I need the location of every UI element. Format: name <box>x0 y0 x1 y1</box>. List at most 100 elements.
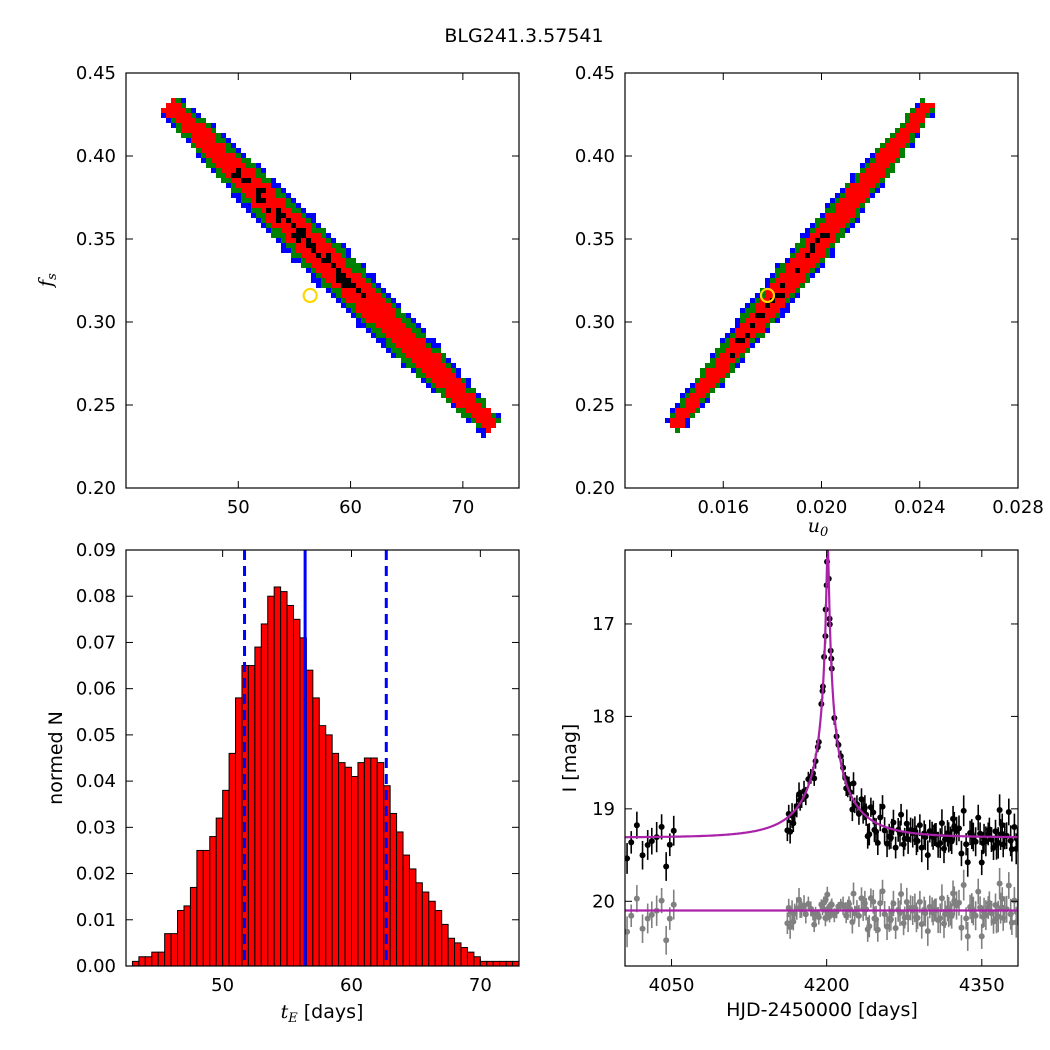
heatmap-cell <box>241 178 246 183</box>
heatmap-cell <box>725 368 730 373</box>
heatmap-cell <box>461 388 466 393</box>
heatmap-cell <box>361 313 366 318</box>
heatmap-cell <box>780 298 785 303</box>
heatmap-cell <box>316 253 321 258</box>
heatmap-cell <box>331 283 336 288</box>
heatmap-cell <box>491 423 496 428</box>
heatmap-cell <box>386 313 391 318</box>
heatmap-cell <box>830 248 835 253</box>
heatmap-cell <box>346 303 351 308</box>
heatmap-cell <box>451 403 456 408</box>
heatmap-cell <box>855 213 860 218</box>
heatmap-cell <box>830 228 835 233</box>
heatmap-cell <box>451 393 456 398</box>
heatmap-cell <box>206 163 211 168</box>
heatmap-cell <box>745 308 750 313</box>
heatmap-cell <box>431 373 436 378</box>
heatmap-cell <box>301 233 306 238</box>
heatmap-cell <box>735 323 740 328</box>
residual-point <box>870 898 877 905</box>
heatmap-cell <box>421 373 426 378</box>
heatmap-cell <box>381 318 386 323</box>
heatmap-cell <box>356 298 361 303</box>
heatmap-cell <box>411 318 416 323</box>
heatmap-cell <box>730 348 735 353</box>
heatmap-cell <box>426 363 431 368</box>
heatmap-cell <box>800 263 805 268</box>
heatmap-cell <box>271 233 276 238</box>
heatmap-cell <box>780 278 785 283</box>
heatmap-cell <box>860 193 865 198</box>
heatmap-cell <box>785 298 790 303</box>
residual-point <box>802 911 809 918</box>
heatmap-cell <box>236 148 241 153</box>
heatmap-cell <box>191 108 196 113</box>
heatmap-cell <box>800 243 805 248</box>
histogram-bar <box>280 591 288 967</box>
heatmap-cell <box>865 193 870 198</box>
histogram-bar <box>247 665 256 967</box>
y-tick-label: 0.45 <box>575 63 615 84</box>
heatmap-cell <box>860 203 865 208</box>
heatmap-cell <box>725 348 730 353</box>
heatmap-cell <box>451 368 456 373</box>
heatmap-cell <box>211 128 216 133</box>
heatmap-cell <box>231 183 236 188</box>
heatmap-cell <box>850 223 855 228</box>
heatmap-cell <box>376 293 381 298</box>
heatmap-cell <box>331 273 336 278</box>
y-tick-label: 17 <box>592 614 615 635</box>
heatmap-cell <box>266 198 271 203</box>
heatmap-cell <box>281 213 286 218</box>
heatmap-cell <box>790 248 795 253</box>
heatmap-cell <box>910 113 915 118</box>
heatmap-cell <box>780 283 785 288</box>
heatmap-cell <box>361 278 366 283</box>
heatmap-cell <box>241 198 246 203</box>
heatmap-cell <box>351 293 356 298</box>
heatmap-cell <box>206 143 211 148</box>
heatmap-cell <box>346 273 351 278</box>
heatmap-cell <box>276 208 281 213</box>
residual-point <box>1011 897 1018 904</box>
heatmap-cell <box>386 333 391 338</box>
heatmap-cell <box>326 263 331 268</box>
heatmap-cell <box>755 313 760 318</box>
heatmap-cell <box>880 143 885 148</box>
data-point <box>658 823 665 830</box>
heatmap-cell <box>236 168 241 173</box>
heatmap-cell <box>251 198 256 203</box>
heatmap-cell <box>416 348 421 353</box>
heatmap-cell <box>236 183 241 188</box>
heatmap-cell <box>855 198 860 203</box>
heatmap-cell <box>815 238 820 243</box>
heatmap-cell <box>870 188 875 193</box>
heatmap-cell <box>221 163 226 168</box>
data-point <box>870 809 877 816</box>
heatmap-cell <box>451 378 456 383</box>
axis-ticks: 4050 4200 4350 17 18 19 20 <box>592 550 1018 996</box>
heatmap-cell <box>421 358 426 363</box>
heatmap-cell <box>695 378 700 383</box>
heatmap-cell <box>306 243 311 248</box>
heatmap-cell <box>231 173 236 178</box>
heatmap-cell <box>920 118 925 123</box>
heatmap-cell <box>401 348 406 353</box>
heatmap-cell <box>740 308 745 313</box>
heatmap-cell <box>406 358 411 363</box>
heatmap-cell <box>805 228 810 233</box>
heatmap-cell <box>715 368 720 373</box>
heatmap-cell <box>261 203 266 208</box>
heatmap-cell <box>316 248 321 253</box>
heatmap-cell <box>406 323 411 328</box>
heatmap-cell <box>281 188 286 193</box>
heatmap-cell <box>890 158 895 163</box>
heatmap-cell <box>925 108 930 113</box>
data-point <box>625 855 631 862</box>
heatmap-cell <box>815 228 820 233</box>
heatmap-cell <box>356 313 361 318</box>
heatmap-cell <box>311 273 316 278</box>
heatmap-cell <box>331 243 336 248</box>
histogram-bar <box>479 960 488 967</box>
heatmap-cell <box>825 203 830 208</box>
